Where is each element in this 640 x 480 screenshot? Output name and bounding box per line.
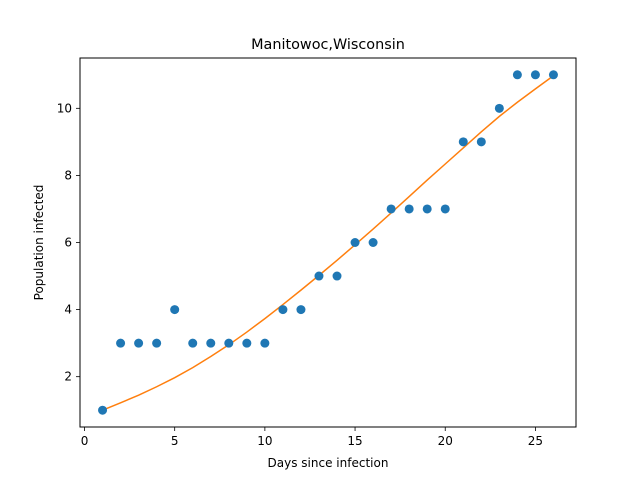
x-tick-label: 15 — [347, 434, 362, 448]
x-tick-label: 10 — [257, 434, 272, 448]
scatter-point — [476, 137, 486, 147]
scatter-point — [206, 338, 216, 348]
scatter-point — [152, 338, 162, 348]
scatter-point — [134, 338, 144, 348]
scatter-point — [296, 305, 306, 315]
y-tick-label: 6 — [64, 236, 72, 250]
chart-title: Manitowoc,Wisconsin — [251, 37, 405, 53]
scatter-point — [224, 338, 234, 348]
scatter-point — [386, 204, 396, 214]
scatter-point — [170, 305, 180, 315]
y-tick-label: 4 — [64, 303, 72, 317]
y-axis-title: Population infected — [32, 185, 46, 301]
scatter-point — [368, 238, 378, 247]
scatter-point — [512, 70, 522, 80]
scatter-point — [332, 271, 342, 281]
scatter-point — [242, 338, 252, 348]
scatter-point — [278, 305, 288, 315]
x-axis-title: Days since infection — [268, 456, 389, 470]
y-tick-label: 2 — [64, 370, 72, 384]
scatter-point — [314, 271, 324, 281]
scatter-point — [116, 338, 126, 348]
fit-line — [102, 75, 554, 411]
x-tick-label: 25 — [528, 434, 543, 448]
scatter-point — [404, 204, 414, 214]
scatter-point — [458, 137, 468, 147]
scatter-point — [530, 70, 540, 80]
scatter-point — [188, 338, 198, 348]
scatter-point — [260, 338, 270, 348]
scatter-point — [494, 103, 504, 113]
scatter-point — [440, 204, 450, 214]
scatter-point — [548, 70, 558, 80]
y-tick-label: 8 — [64, 168, 72, 182]
scatter-point — [422, 204, 432, 214]
scatter-point — [350, 238, 360, 247]
x-tick-label: 0 — [81, 434, 89, 448]
scatter-point — [98, 405, 108, 415]
ticks-layer: 0 5 10 15 20 25 2 4 6 8 10 — [57, 101, 543, 448]
x-tick-label: 5 — [171, 434, 179, 448]
x-tick-label: 20 — [438, 434, 453, 448]
y-tick-label: 10 — [57, 101, 72, 115]
plot-layer — [98, 70, 558, 415]
